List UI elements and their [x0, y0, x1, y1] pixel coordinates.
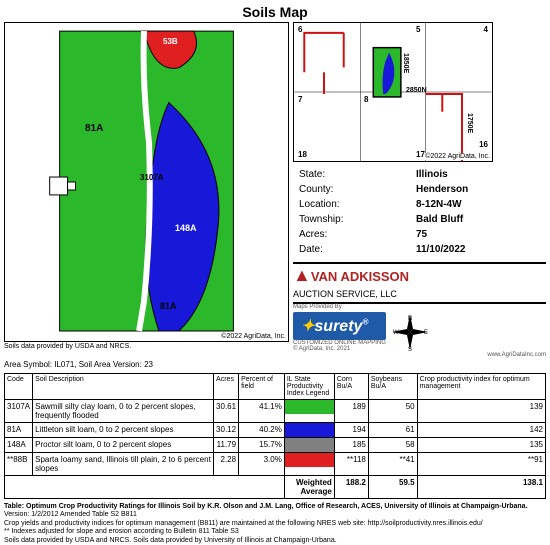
loc-copyright: ©2022 AgriData, Inc. — [425, 153, 490, 160]
map-label-53b: 53B — [163, 37, 178, 46]
page-title: Soils Map — [4, 4, 546, 20]
compass-icon: N S W E — [390, 312, 430, 352]
footnotes: Table: Optimum Crop Productivity Ratings… — [4, 503, 546, 545]
table-row: 81ALittleton silt loam, 0 to 2 percent s… — [5, 423, 546, 438]
surety-logo: ✦surety® — [293, 312, 386, 340]
location-map: 6 5 4 7 8 18 17 16 1850E 2850N 1750E ©20… — [293, 22, 493, 162]
map-copyright: ©2022 AgriData, Inc. — [221, 333, 286, 340]
svg-text:W: W — [393, 330, 399, 336]
version-info: Area Symbol: IL071, Soil Area Version: 2… — [4, 360, 546, 369]
soils-map: 53B 81A 3107A 148A 81A ©2022 AgriData, I… — [4, 22, 289, 342]
svg-text:E: E — [424, 330, 428, 336]
map-label-81a-2: 81A — [160, 301, 177, 311]
map-caption: Soils data provided by USDA and NRCS. — [4, 343, 289, 350]
property-info: State:Illinois County:Henderson Location… — [293, 166, 546, 258]
table-row: 3107ASawmill silty clay loam, 0 to 2 per… — [5, 400, 546, 423]
svg-text:N: N — [408, 316, 412, 322]
table-row: 148AProctor silt loam, 0 to 2 percent sl… — [5, 438, 546, 453]
table-row: **88BSparta loamy sand, Illinois till pl… — [5, 453, 546, 476]
map-label-3107a: 3107A — [140, 173, 164, 182]
company-logo: ▲VAN ADKISSON AUCTION SERVICE, LLC — [293, 262, 546, 304]
soil-data-table: Code Soil Description Acres Percent of f… — [4, 373, 546, 499]
map-label-81a-1: 81A — [85, 123, 103, 134]
map-label-148a: 148A — [175, 223, 197, 233]
